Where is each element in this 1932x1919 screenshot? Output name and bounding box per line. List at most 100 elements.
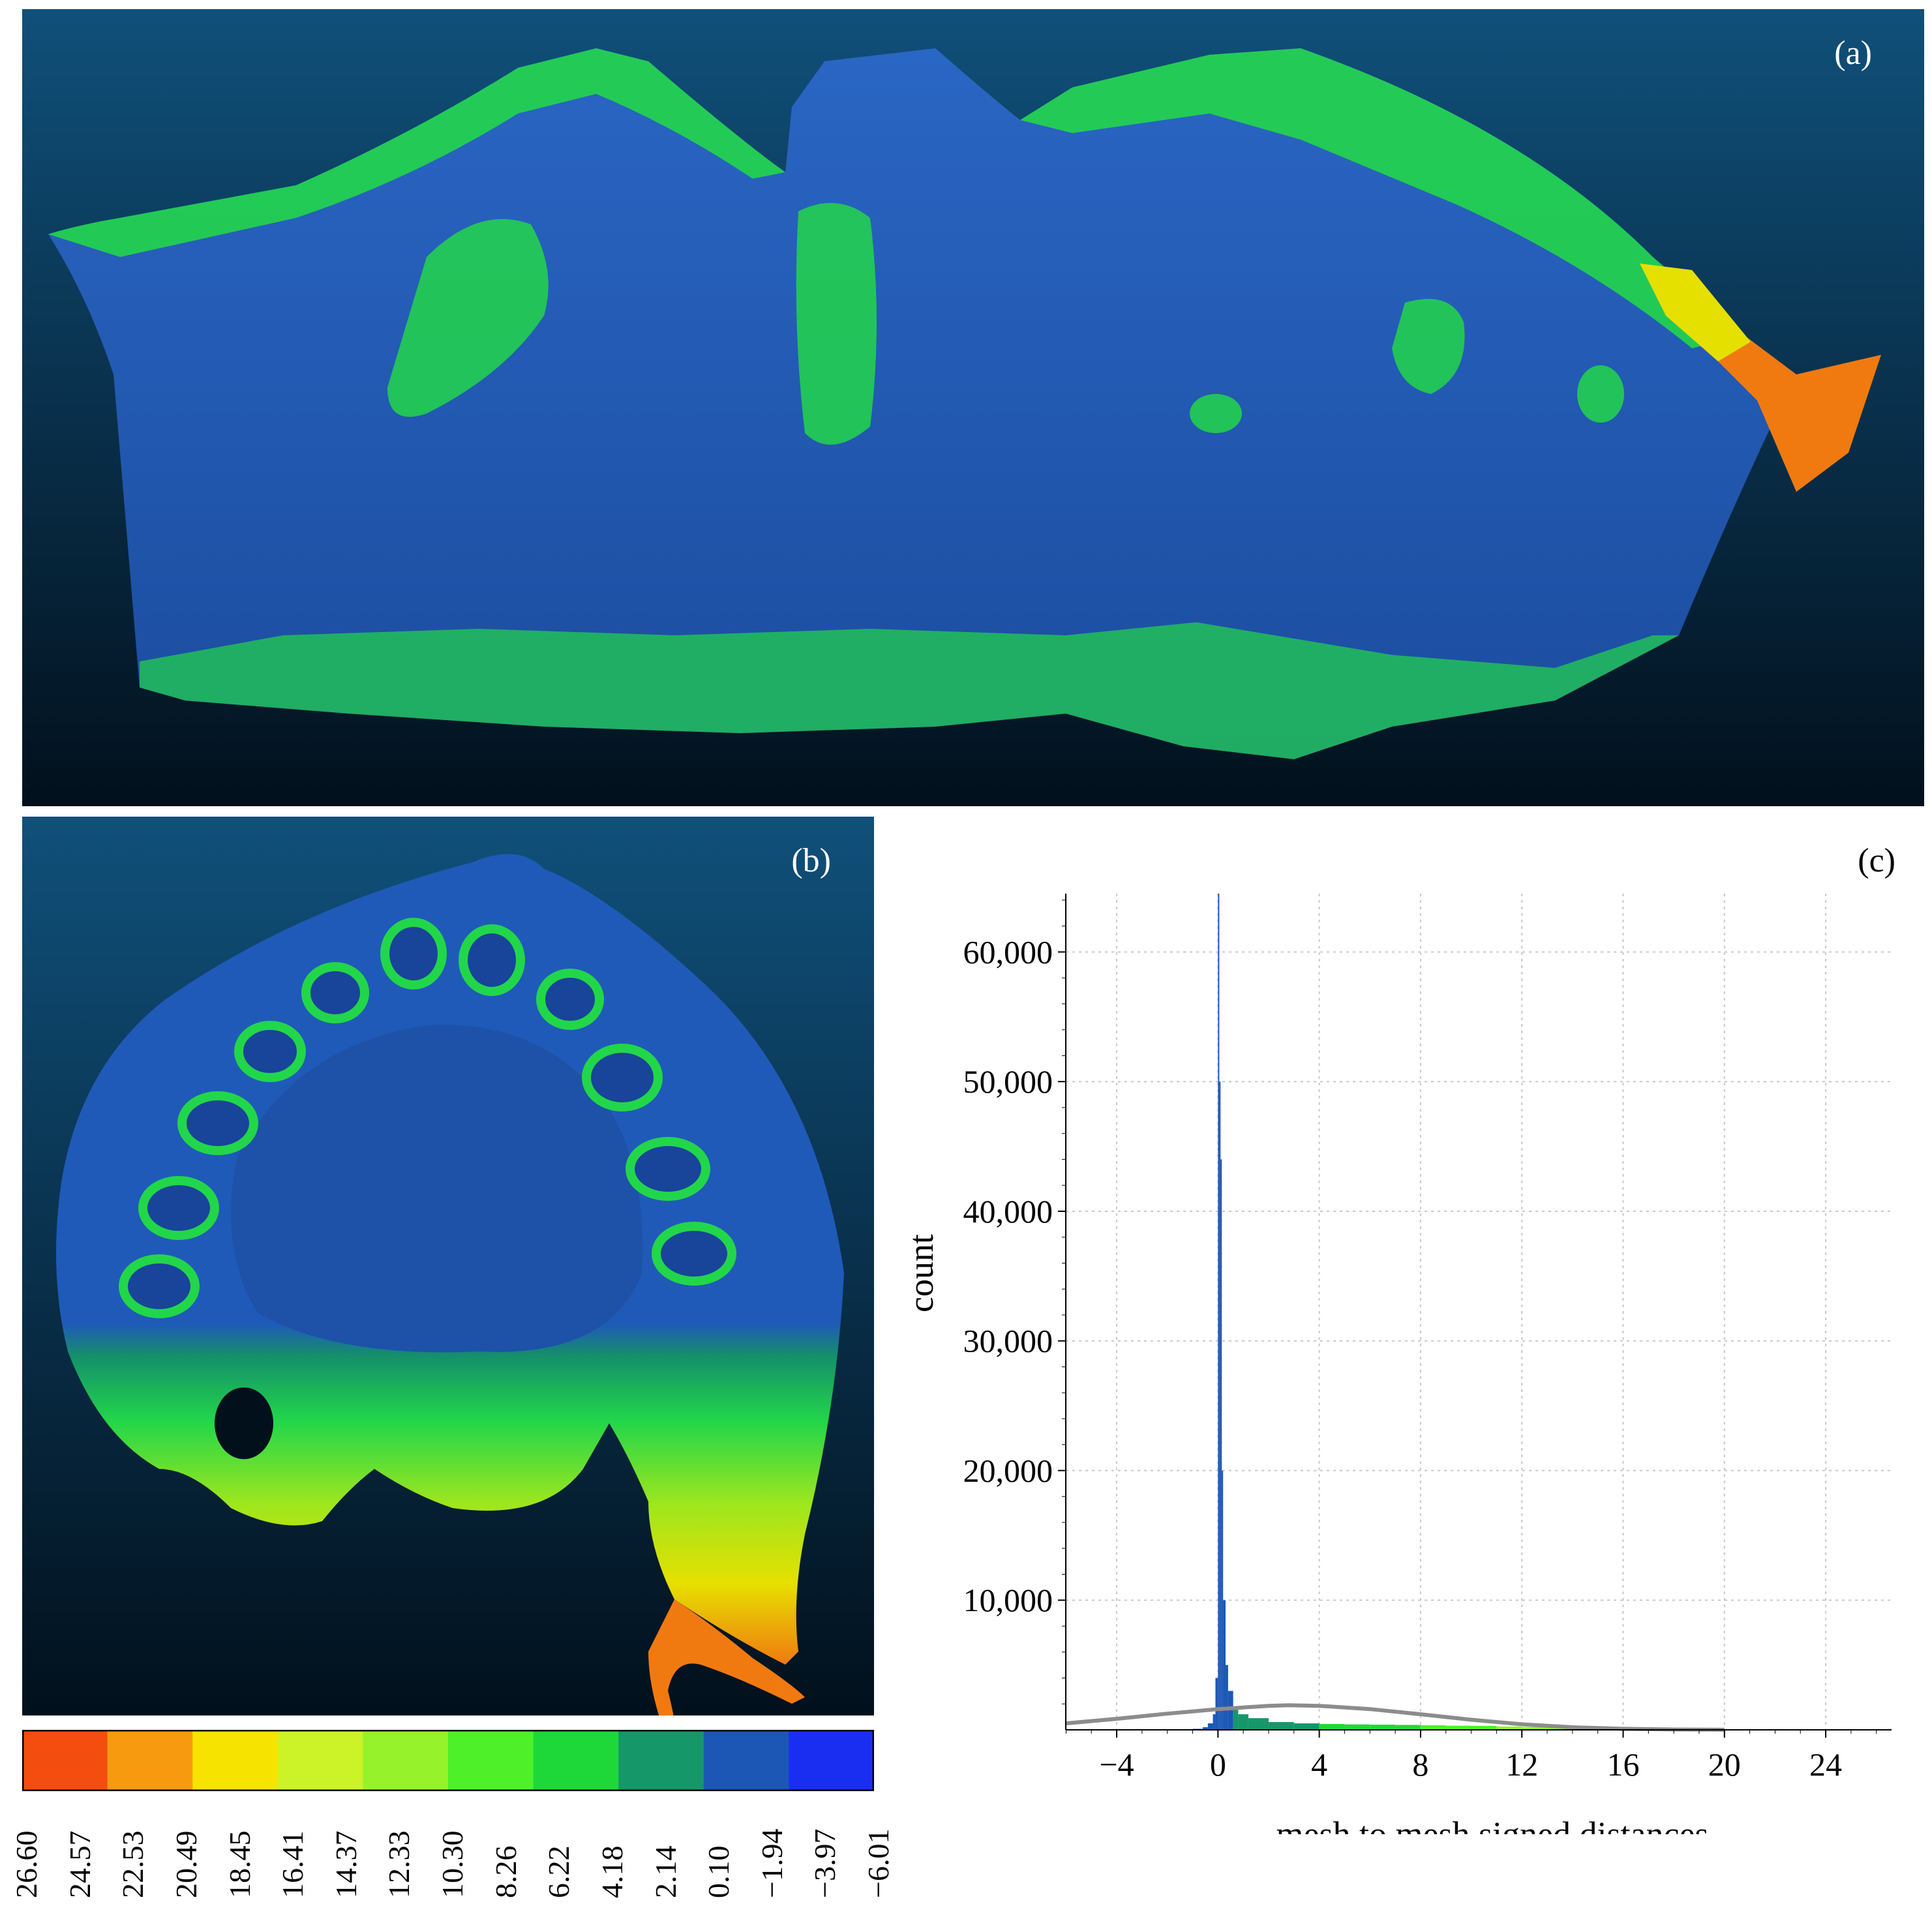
mesh-b-socket-3 <box>177 1091 258 1155</box>
mesh-b-socket-6 <box>380 918 447 990</box>
mesh-b-tail <box>648 1599 805 1715</box>
histogram-bar <box>1471 1726 1497 1730</box>
colorbar-swatch <box>448 1730 534 1791</box>
histogram-bar <box>1225 1665 1228 1730</box>
colorbar-swatch <box>533 1730 619 1791</box>
colorbar-tick-label: 10.30 <box>436 1830 469 1899</box>
panel-a-image: (a) <box>22 9 1924 806</box>
histogram-bar <box>1420 1725 1446 1730</box>
histogram-bars <box>1192 894 1750 1730</box>
histogram-bar <box>1268 1722 1294 1730</box>
colorbar-swatch <box>22 1730 108 1791</box>
colorbar-tick-label: 26.60 <box>10 1830 43 1899</box>
colorbar-tick-label: 20.49 <box>169 1830 203 1899</box>
x-tick-label: 12 <box>1505 1746 1538 1783</box>
histogram-bar <box>1233 1706 1239 1730</box>
histogram-bar <box>1293 1723 1320 1730</box>
histogram-bar <box>1522 1727 1548 1730</box>
colorbar-swatch <box>277 1730 363 1791</box>
mesh-b-socket-5 <box>301 962 369 1023</box>
mesh-b-socket-10 <box>626 1137 710 1201</box>
mesh-a-green-patch-2 <box>796 203 877 445</box>
mesh-a-green-patch-5 <box>1190 394 1242 433</box>
mesh-a-top-rim <box>48 48 785 257</box>
colorbar-tick-label: 0.10 <box>702 1845 736 1899</box>
colorbar-tick-label: 2.14 <box>648 1845 682 1899</box>
histogram-chart: (c) −4 0 4 8 12 16 20 24 10,000 20,000 30,000 40,00… <box>901 842 1895 1834</box>
histogram-bar <box>1215 1678 1218 1730</box>
panel-c-label: (c) <box>1858 842 1895 879</box>
histogram-bar <box>1248 1718 1269 1730</box>
y-tick-label: 30,000 <box>963 1323 1053 1359</box>
histogram-bar <box>1213 1714 1216 1730</box>
colorbar-border <box>22 1729 875 1792</box>
histogram-bar <box>1344 1724 1370 1730</box>
x-axis-label: mesh to mesh signed distances <box>1276 1815 1709 1834</box>
y-axis-label: count <box>901 1234 941 1312</box>
y-tick-label: 50,000 <box>963 1063 1053 1100</box>
colorbar-tick-label: −6.01 <box>862 1828 895 1898</box>
mesh-a-green-patch-4 <box>1577 365 1624 423</box>
colorbar-tick-label: −1.94 <box>755 1828 789 1898</box>
gaussian-fit <box>1065 1703 1725 1732</box>
histogram-bar <box>1220 1159 1222 1730</box>
x-tick-label: −4 <box>1099 1746 1134 1783</box>
x-tick-label: 0 <box>1210 1746 1226 1783</box>
histogram-bar <box>1395 1725 1421 1730</box>
mesh-b-socket-2 <box>138 1176 219 1240</box>
colorbar-tick-label: 18.45 <box>222 1830 256 1899</box>
x-tick-label: 4 <box>1311 1746 1327 1783</box>
grid-lines <box>1066 894 1892 1730</box>
colorbar-swatch <box>703 1730 789 1791</box>
histogram-bar <box>1238 1714 1248 1730</box>
y-tick-label: 10,000 <box>963 1582 1053 1618</box>
colorbar-tick-label: 8.26 <box>489 1845 522 1899</box>
histogram-bar <box>1228 1691 1233 1730</box>
colorbar-tick-label: 24.57 <box>63 1830 97 1899</box>
histogram-bar <box>1445 1725 1472 1730</box>
mesh-b-socket-11 <box>652 1222 736 1286</box>
panel-a-lateral-view: (a) <box>22 9 1924 806</box>
mesh-b-palate <box>231 1025 643 1353</box>
x-tick-label: 20 <box>1708 1746 1741 1783</box>
mesh-b-socket-4 <box>234 1021 306 1082</box>
mesh-a-teeth-edge <box>140 622 1679 759</box>
histogram-bar <box>1370 1725 1396 1730</box>
histogram-bar <box>1218 894 1220 1730</box>
panel-b-label: (b) <box>791 842 831 879</box>
colorbar-swatch <box>192 1730 279 1791</box>
histogram-bar <box>1223 1600 1226 1730</box>
colorbar-labels: 26.60 24.57 22.53 20.49 18.45 16.41 14.37 12.33… <box>0 1800 913 1918</box>
histogram-bar <box>1319 1724 1345 1730</box>
axes: −4 0 4 8 12 16 20 24 10,000 20,000 30,000 40,000 50,… <box>963 894 1892 1783</box>
colorbar-tick-label: 22.53 <box>116 1830 150 1899</box>
mesh-a-green-patch-1 <box>387 219 549 417</box>
mesh-a-yellow-band <box>1640 264 1751 361</box>
colorbar-swatch <box>618 1730 704 1791</box>
histogram-bar <box>1219 1081 1221 1730</box>
panel-b-occlusal-view: (b) <box>22 817 874 1715</box>
colorbar-swatch <box>107 1730 193 1791</box>
histogram-bar <box>1547 1727 1573 1730</box>
colorbar-swatch <box>363 1730 449 1791</box>
y-tick-label: 20,000 <box>963 1452 1053 1488</box>
panel-b-image: (b) <box>22 817 874 1715</box>
x-tick-label: 16 <box>1607 1746 1639 1783</box>
colorbar-tick-label: 12.33 <box>382 1830 416 1899</box>
x-tick-label: 24 <box>1809 1746 1842 1783</box>
mesh-b-socket-8 <box>536 969 604 1030</box>
colorbar-tick-label: 6.22 <box>542 1845 576 1899</box>
histogram-bar <box>1496 1726 1522 1730</box>
mesh-b-socket-1 <box>119 1254 200 1318</box>
colorbar-tick-label: 16.41 <box>276 1830 310 1899</box>
panel-c-histogram: (c) −4 0 4 8 12 16 20 24 10,000 20,000 30,000 40,00… <box>881 817 1924 1834</box>
y-tick-label: 60,000 <box>963 933 1053 970</box>
colorbar-tick-label: 14.37 <box>329 1830 363 1899</box>
mesh-b-socket-7 <box>459 924 525 996</box>
gaussian-fit-curve <box>1065 1703 1725 1732</box>
mesh-a-orange-tip <box>1692 270 1881 492</box>
colorbar-swatches <box>22 1729 875 1792</box>
colorbar-swatch <box>789 1730 875 1791</box>
mesh-a-green-patch-3 <box>1392 299 1465 394</box>
histogram-bar <box>1222 1470 1224 1730</box>
